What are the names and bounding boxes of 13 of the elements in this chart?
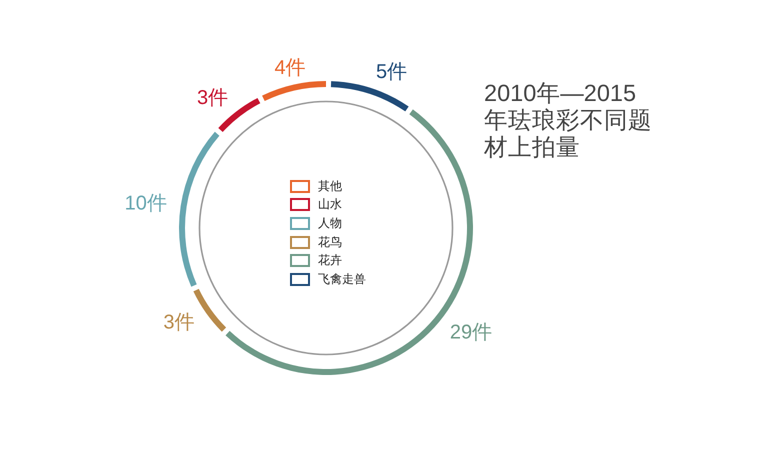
legend-label: 飞禽走兽 bbox=[318, 270, 366, 288]
legend-label: 其他 bbox=[318, 178, 342, 195]
legend-label: 花卉 bbox=[318, 252, 342, 270]
text: 2010年—2015年珐琅彩不同题材上拍量 bbox=[484, 80, 653, 161]
legend-label: 花鸟 bbox=[318, 234, 342, 251]
data-label: 5件 bbox=[376, 61, 408, 84]
data-label: 3件 bbox=[163, 312, 194, 334]
legend-label: 山水 bbox=[318, 196, 342, 214]
legend-label: 人物 bbox=[318, 214, 342, 232]
data-label: 29件 bbox=[450, 322, 492, 344]
data-label: 10件 bbox=[124, 192, 167, 214]
data-label: 4件 bbox=[274, 57, 306, 80]
data-label: 3件 bbox=[196, 86, 228, 109]
